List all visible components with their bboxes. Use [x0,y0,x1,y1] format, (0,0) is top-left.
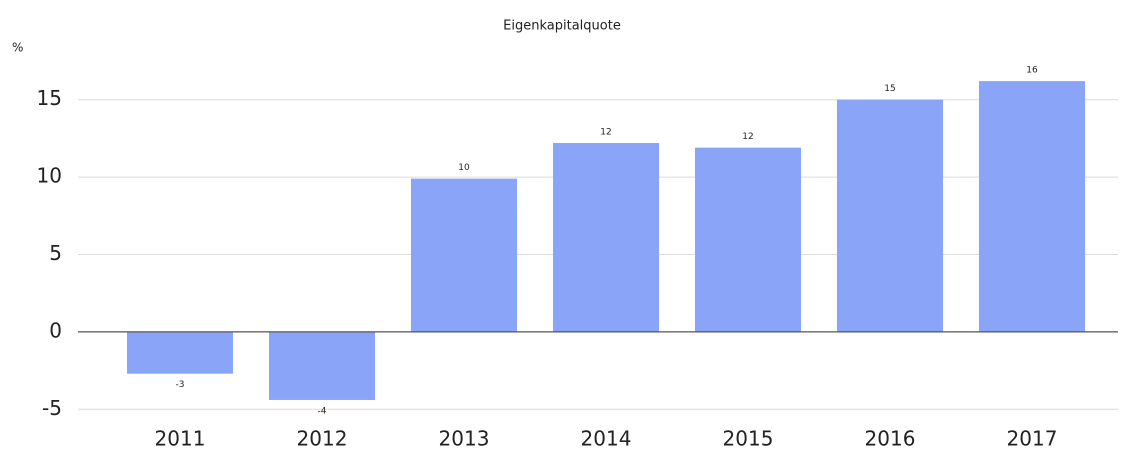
value-label: 16 [1026,66,1038,76]
y-tick-label: 10 [37,164,62,188]
x-tick-label: 2017 [1007,427,1058,451]
x-tick-label: 2015 [723,427,774,451]
x-tick-label: 2016 [865,427,916,451]
value-label: -3 [176,380,185,390]
x-tick-label: 2014 [581,427,632,451]
value-label: 12 [600,128,611,138]
bar [553,143,659,332]
bar [269,331,375,400]
bar [695,147,801,332]
y-tick-label: 5 [49,241,62,265]
chart-title: Eigenkapitalquote [503,19,621,34]
y-tick-label: 0 [49,318,62,342]
bar [411,178,517,332]
value-label: 12 [742,132,753,142]
value-label: 15 [884,84,895,94]
value-label: -4 [318,406,327,416]
x-tick-label: 2012 [297,427,348,451]
bar [979,81,1085,332]
y-tick-label: 15 [37,86,62,110]
x-tick-label: 2013 [439,427,490,451]
bar [127,331,233,374]
x-tick-label: 2011 [155,427,206,451]
y-tick-label: -5 [42,396,62,420]
value-label: 10 [458,163,470,173]
bar [837,99,943,332]
y-axis-label: % [12,41,23,55]
